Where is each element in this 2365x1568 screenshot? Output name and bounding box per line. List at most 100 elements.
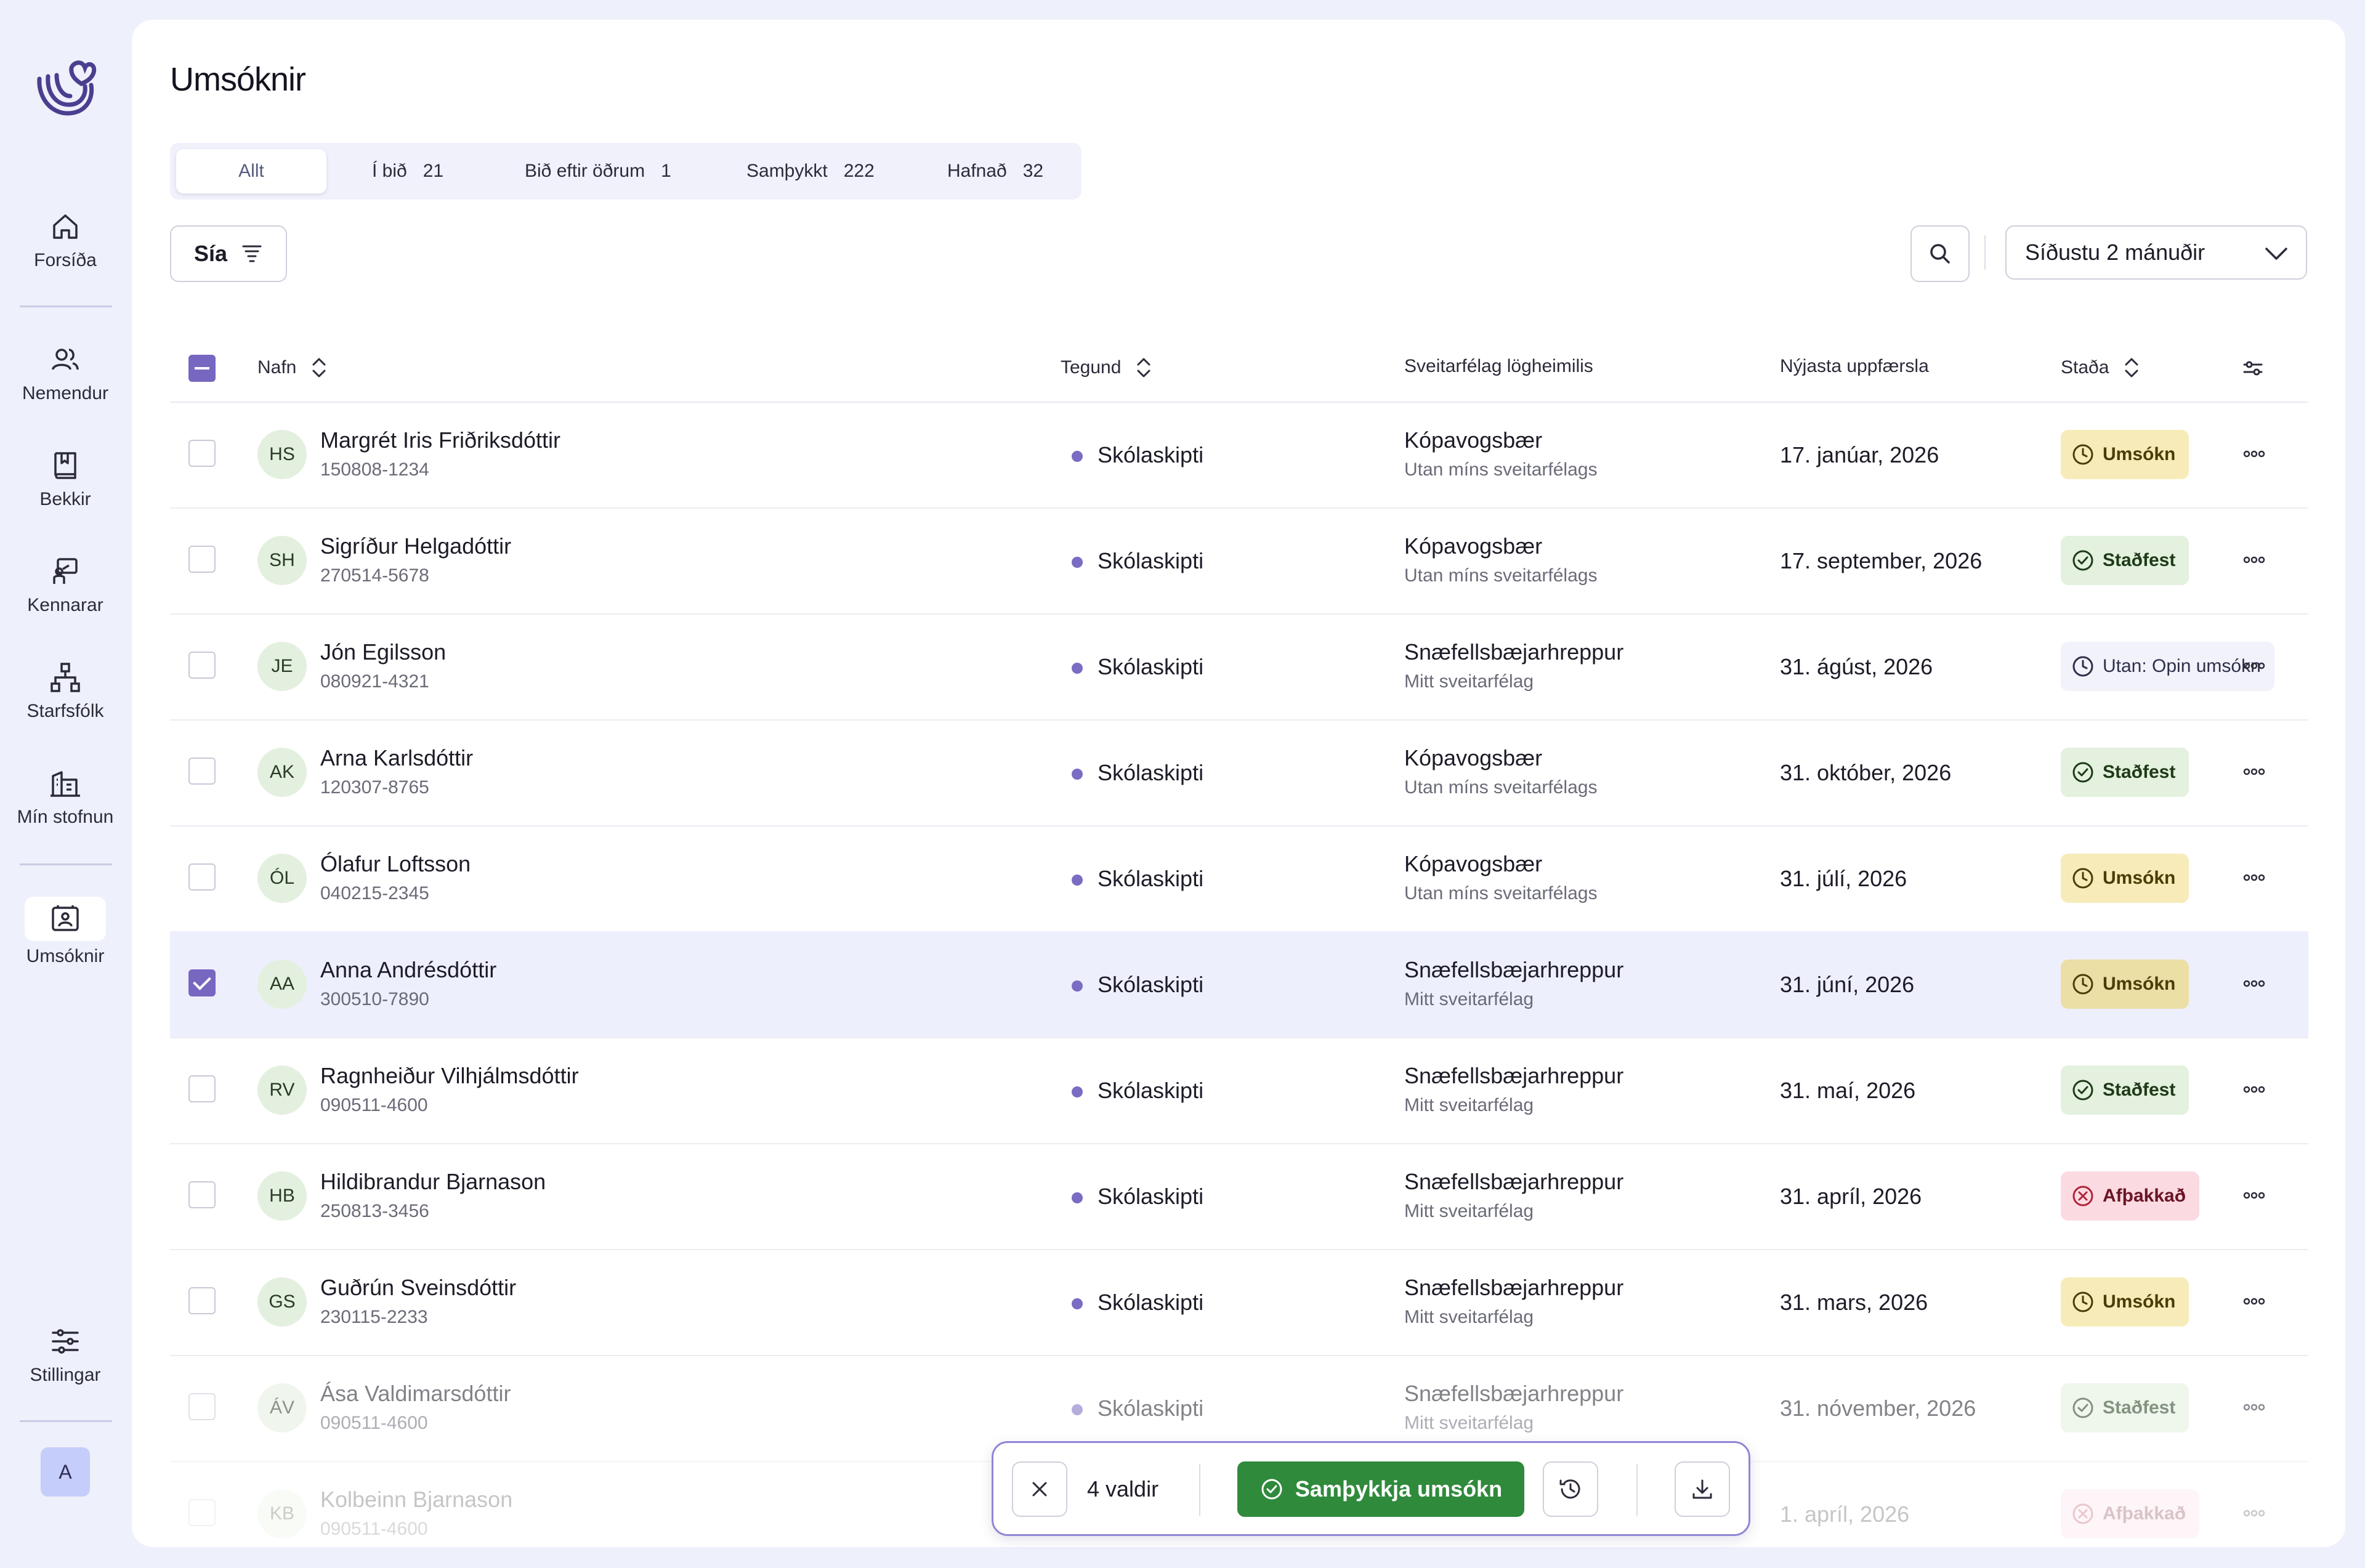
type-dot-icon <box>1072 769 1083 780</box>
sort-icon <box>2125 358 2138 378</box>
tab-i-bid[interactable]: Í bið 21 <box>372 149 443 193</box>
history-button[interactable] <box>1543 1461 1598 1517</box>
table-row[interactable]: SH Sigríður Helgadóttir 270514-5678 Skólask… <box>170 507 2308 615</box>
approve-application-button[interactable]: Samþykkja umsókn <box>1237 1461 1524 1517</box>
more-options-icon[interactable] <box>2242 1186 2266 1205</box>
table-row[interactable]: AK Arna Karlsdóttir 120307-8765 Skólaskipti… <box>170 719 2308 826</box>
applicant-name[interactable]: Guðrún Sveinsdóttir <box>320 1275 517 1300</box>
row-checkbox[interactable] <box>188 652 216 679</box>
application-type: Skólaskipti <box>1098 972 1204 997</box>
sidebar-item-stillingar[interactable]: Stillingar <box>0 1323 131 1386</box>
column-header-sveitarfelag: Sveitarfélag lögheimilis <box>1404 356 1593 377</box>
row-checkbox[interactable] <box>188 758 216 785</box>
status-label: Umsókn <box>2103 444 2176 464</box>
sidebar-item-starfsfolk[interactable]: Starfsfólk <box>0 659 131 722</box>
sidebar-item-min-stofnun[interactable]: Mín stofnun <box>0 765 131 828</box>
table-row[interactable]: RV Ragnheiður Vilhjálmsdóttir 090511-4600 S… <box>170 1037 2308 1144</box>
column-header-tegund[interactable]: Tegund <box>1061 356 1153 379</box>
tab-bid-eftir-odrum[interactable]: Bið eftir öðrum 1 <box>525 149 671 193</box>
status-badge: Umsókn <box>2061 430 2189 479</box>
column-header-stada[interactable]: Staða <box>2061 356 2141 379</box>
status-label: Staðfest <box>2103 1397 2176 1418</box>
sidebar-item-label: Umsóknir <box>26 946 105 966</box>
row-checkbox[interactable] <box>188 546 216 573</box>
main-panel: Umsóknir Allt Í bið 21 Bið eftir öðrum 1… <box>132 20 2345 1568</box>
x-circle-icon <box>2072 1186 2093 1206</box>
row-checkbox[interactable] <box>188 863 216 891</box>
select-all-checkbox[interactable] <box>188 355 216 382</box>
municipality-subtext: Utan míns sveitarfélags <box>1404 459 1598 480</box>
approve-label: Samþykkja umsókn <box>1295 1476 1503 1501</box>
municipality: Snæfellsbæjarhreppur <box>1404 1381 1624 1406</box>
tab-hafnad[interactable]: Hafnað 32 <box>947 149 1043 193</box>
status-badge: Staðfest <box>2061 748 2189 797</box>
tab-allt[interactable]: Allt <box>176 149 326 193</box>
table-row[interactable]: HS Margrét Iris Friðriksdóttir 150808-1234… <box>170 402 2308 509</box>
status-label: Staðfest <box>2103 762 2176 782</box>
toolbar-divider <box>1984 235 1986 270</box>
municipality: Kópavogsbær <box>1404 427 1543 453</box>
applicant-name[interactable]: Hildibrandur Bjarnason <box>320 1169 546 1194</box>
applicant-name[interactable]: Kolbeinn Bjarnason <box>320 1487 513 1512</box>
applicant-name[interactable]: Margrét Iris Friðriksdóttir <box>320 427 561 453</box>
table-row[interactable]: GS Guðrún Sveinsdóttir 230115-2233 Skólaski… <box>170 1249 2308 1356</box>
more-options-icon[interactable] <box>2242 1504 2266 1522</box>
more-options-icon[interactable] <box>2242 1398 2266 1416</box>
sidebar-item-forsida[interactable]: Forsíða <box>0 208 131 271</box>
sidebar-item-label: Stillingar <box>30 1365 101 1385</box>
column-settings-icon[interactable] <box>2241 356 2265 381</box>
org-chart-icon <box>51 663 80 692</box>
avatar: SH <box>257 536 307 585</box>
table-row[interactable]: AA Anna Andrésdóttir 300510-7890 Skólaskipt… <box>170 931 2308 1038</box>
type-dot-icon <box>1072 557 1083 568</box>
tab-samthykkt[interactable]: Samþykkt 222 <box>746 149 875 193</box>
sidebar-item-bekkir[interactable]: Bekkir <box>0 447 131 510</box>
table-row[interactable]: HB Hildibrandur Bjarnason 250813-3456 Skóla… <box>170 1143 2308 1250</box>
applicant-name[interactable]: Ragnheiður Vilhjálmsdóttir <box>320 1063 579 1088</box>
clock-icon <box>2072 868 2093 889</box>
download-button[interactable] <box>1675 1461 1730 1517</box>
clear-selection-button[interactable] <box>1012 1461 1067 1517</box>
row-checkbox[interactable] <box>188 1499 216 1526</box>
applicant-name[interactable]: Jón Egilsson <box>320 639 447 665</box>
filter-button[interactable]: Sía <box>170 225 287 282</box>
applicant-name[interactable]: Arna Karlsdóttir <box>320 745 474 770</box>
more-options-icon[interactable] <box>2242 657 2266 675</box>
table-row[interactable]: ÁV Ása Valdimarsdóttir 090511-4600 Skólaski… <box>170 1355 2308 1462</box>
logo-icon <box>37 60 97 116</box>
row-checkbox[interactable] <box>188 1181 216 1208</box>
row-checkbox[interactable] <box>188 440 216 467</box>
sidebar-item-kennarar[interactable]: Kennarar <box>0 553 131 616</box>
row-checkbox[interactable] <box>188 1393 216 1420</box>
more-options-icon[interactable] <box>2242 445 2266 463</box>
row-checkbox[interactable] <box>188 1287 216 1314</box>
sidebar-item-nemendur[interactable]: Nemendur <box>0 341 131 404</box>
tab-count: 21 <box>422 161 444 181</box>
status-label: Umsókn <box>2103 1291 2176 1312</box>
user-avatar[interactable]: A <box>41 1447 90 1497</box>
row-checkbox[interactable] <box>188 1075 216 1102</box>
sidebar-item-umsoknir[interactable]: Umsóknir <box>0 897 131 967</box>
table-row[interactable]: ÓL Ólafur Loftsson 040215-2345 Skólaskipti K… <box>170 825 2308 932</box>
more-options-icon[interactable] <box>2242 762 2266 781</box>
applicant-name[interactable]: Ólafur Loftsson <box>320 851 471 876</box>
column-label: Nýjasta uppfærsla <box>1780 356 1929 376</box>
status-badge: Umsókn <box>2061 1277 2189 1327</box>
type-dot-icon <box>1072 1404 1083 1415</box>
more-options-icon[interactable] <box>2242 551 2266 569</box>
search-button[interactable] <box>1910 225 1970 282</box>
applicant-name[interactable]: Anna Andrésdóttir <box>320 957 497 982</box>
more-options-icon[interactable] <box>2242 1080 2266 1099</box>
column-header-nafn[interactable]: Nafn <box>257 356 328 379</box>
users-icon <box>52 349 79 370</box>
row-checkbox[interactable] <box>188 969 216 996</box>
table-row[interactable]: JE Jón Egilsson 080921-4321 Skólaskipti Snæf… <box>170 613 2308 721</box>
applicant-name[interactable]: Sigríður Helgadóttir <box>320 533 512 559</box>
more-options-icon[interactable] <box>2242 868 2266 887</box>
more-options-icon[interactable] <box>2242 1292 2266 1311</box>
more-options-icon[interactable] <box>2242 974 2266 993</box>
period-select[interactable]: Síðustu 2 mánuðir <box>2005 225 2307 280</box>
applicant-name[interactable]: Ása Valdimarsdóttir <box>320 1381 511 1406</box>
action-bar-divider <box>1199 1464 1200 1516</box>
application-type: Skólaskipti <box>1098 760 1204 785</box>
